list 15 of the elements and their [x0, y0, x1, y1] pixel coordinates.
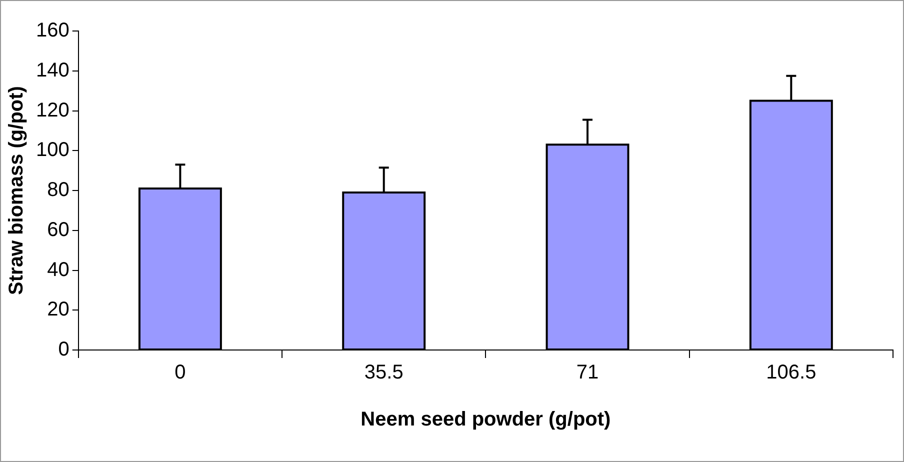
- y-tick-label: 160: [36, 20, 70, 42]
- y-tick-label: 120: [36, 99, 70, 122]
- x-tick-label: 106.5: [766, 362, 816, 384]
- y-axis-title: Straw biomass (g/pot): [6, 86, 28, 295]
- y-tick-label: 40: [47, 258, 70, 281]
- x-tick-label: 35.5: [364, 362, 404, 384]
- y-tick-label: 80: [47, 179, 70, 202]
- y-tick-label: 0: [58, 338, 70, 361]
- y-tick-label: 20: [47, 298, 70, 321]
- x-axis-title: Neem seed powder (g/pot): [360, 408, 611, 431]
- y-tick-label: 60: [47, 218, 70, 241]
- y-tick-label: 100: [36, 139, 70, 162]
- y-tick-label: 140: [36, 59, 70, 82]
- x-tick-label: 0: [174, 362, 186, 384]
- x-tick-label: 71: [576, 362, 599, 384]
